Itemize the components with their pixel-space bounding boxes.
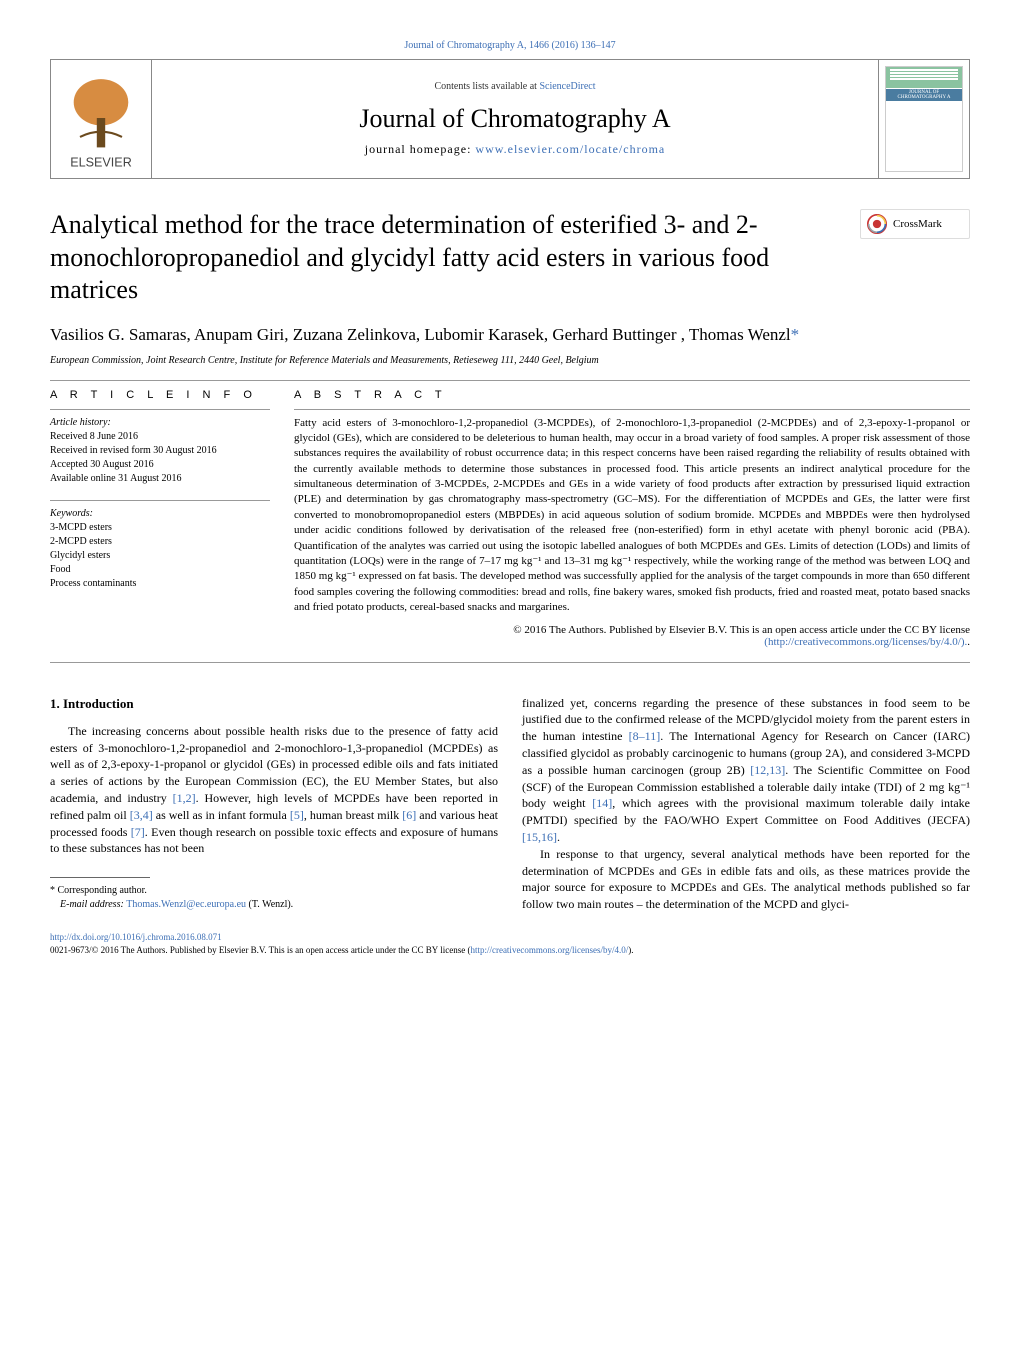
contents-prefix: Contents lists available at bbox=[434, 81, 539, 92]
keywords-block: Keywords: 3-MCPD esters 2-MCPD esters Gl… bbox=[50, 507, 270, 591]
divider bbox=[50, 380, 970, 381]
article-info-label: A R T I C L E I N F O bbox=[50, 389, 270, 401]
history-line: Received 8 June 2016 bbox=[50, 430, 270, 444]
body-two-column: 1. Introduction The increasing concerns … bbox=[50, 695, 970, 913]
header-center: Contents lists available at ScienceDirec… bbox=[151, 60, 879, 178]
journal-header: ELSEVIER Contents lists available at Sci… bbox=[50, 59, 970, 179]
homepage-link[interactable]: www.elsevier.com/locate/chroma bbox=[475, 142, 665, 156]
sciencedirect-link[interactable]: ScienceDirect bbox=[539, 81, 595, 92]
divider bbox=[50, 409, 270, 410]
body-paragraph-col2-2: In response to that urgency, several ana… bbox=[522, 846, 970, 913]
publisher-name-text: ELSEVIER bbox=[70, 155, 132, 169]
keyword: Process contaminants bbox=[50, 577, 270, 591]
homepage-prefix: journal homepage: bbox=[365, 142, 476, 156]
page-footer: http://dx.doi.org/10.1016/j.chroma.2016.… bbox=[50, 931, 970, 956]
history-line: Available online 31 August 2016 bbox=[50, 472, 270, 486]
elsevier-tree-icon: ELSEVIER bbox=[59, 76, 143, 171]
homepage-line: journal homepage: www.elsevier.com/locat… bbox=[152, 142, 878, 157]
corresponding-author-marker: * bbox=[791, 325, 800, 344]
keyword: Glycidyl esters bbox=[50, 549, 270, 563]
body-text: as well as in infant formula bbox=[153, 808, 290, 822]
header-citation[interactable]: Journal of Chromatography A, 1466 (2016)… bbox=[50, 40, 970, 51]
license-link[interactable]: (http://creativecommons.org/licenses/by/… bbox=[764, 636, 967, 648]
reference-link[interactable]: [1,2] bbox=[173, 791, 196, 805]
history-label: Article history: bbox=[50, 416, 270, 430]
issn-text: 0021-9673/© 2016 The Authors. Published … bbox=[50, 945, 470, 955]
reference-link[interactable]: [15,16] bbox=[522, 830, 557, 844]
cover-title-text: JOURNAL OF CHROMATOGRAPHY A bbox=[886, 89, 962, 101]
history-line: Accepted 30 August 2016 bbox=[50, 458, 270, 472]
reference-link[interactable]: [6] bbox=[402, 808, 416, 822]
reference-link[interactable]: [7] bbox=[131, 825, 145, 839]
body-paragraph-col2-1: finalized yet, concerns regarding the pr… bbox=[522, 695, 970, 846]
keyword: 2-MCPD esters bbox=[50, 535, 270, 549]
reference-link[interactable]: [12,13] bbox=[750, 763, 785, 777]
body-column-left: 1. Introduction The increasing concerns … bbox=[50, 695, 498, 913]
abstract-text: Fatty acid esters of 3-monochloro-1,2-pr… bbox=[294, 416, 970, 616]
email-link[interactable]: Thomas.Wenzl@ec.europa.eu bbox=[126, 899, 246, 910]
reference-link[interactable]: [14] bbox=[592, 796, 612, 810]
email-label: E-mail address: bbox=[60, 899, 126, 910]
journal-cover-thumbnail[interactable]: JOURNAL OF CHROMATOGRAPHY A bbox=[879, 60, 969, 178]
keyword: Food bbox=[50, 563, 270, 577]
publisher-logo[interactable]: ELSEVIER bbox=[51, 60, 151, 178]
corresponding-author-footnote: * Corresponding author. E-mail address: … bbox=[50, 884, 498, 912]
authors-text: Vasilios G. Samaras, Anupam Giri, Zuzana… bbox=[50, 325, 791, 344]
license-footer-link[interactable]: http://creativecommons.org/licenses/by/4… bbox=[470, 945, 628, 955]
author-list: Vasilios G. Samaras, Anupam Giri, Zuzana… bbox=[50, 325, 970, 345]
contents-list-line: Contents lists available at ScienceDirec… bbox=[152, 81, 878, 92]
copyright-line: © 2016 The Authors. Published by Elsevie… bbox=[294, 624, 970, 648]
intro-paragraph-1: The increasing concerns about possible h… bbox=[50, 723, 498, 857]
crossmark-badge[interactable]: CrossMark bbox=[860, 209, 970, 239]
reference-link[interactable]: [8–11] bbox=[629, 729, 661, 743]
email-suffix: (T. Wenzl). bbox=[246, 899, 293, 910]
body-text: . bbox=[557, 830, 560, 844]
article-info-column: A R T I C L E I N F O Article history: R… bbox=[50, 389, 270, 648]
intro-heading: 1. Introduction bbox=[50, 695, 498, 713]
footnote-separator bbox=[50, 877, 150, 878]
keyword: 3-MCPD esters bbox=[50, 521, 270, 535]
corr-label: Corresponding author. bbox=[55, 885, 147, 896]
issn-text-end: ). bbox=[628, 945, 633, 955]
abstract-column: A B S T R A C T Fatty acid esters of 3-m… bbox=[294, 389, 970, 648]
reference-link[interactable]: [5] bbox=[290, 808, 304, 822]
article-title: Analytical method for the trace determin… bbox=[50, 209, 850, 307]
license-period: . bbox=[967, 636, 970, 648]
doi-link[interactable]: http://dx.doi.org/10.1016/j.chroma.2016.… bbox=[50, 932, 222, 942]
copyright-text: © 2016 The Authors. Published by Elsevie… bbox=[513, 624, 970, 636]
crossmark-label: CrossMark bbox=[893, 218, 942, 230]
body-text: , human breast milk bbox=[304, 808, 402, 822]
cover-bars-icon bbox=[890, 69, 958, 87]
article-history: Article history: Received 8 June 2016 Re… bbox=[50, 416, 270, 486]
body-column-right: finalized yet, concerns regarding the pr… bbox=[522, 695, 970, 913]
crossmark-icon bbox=[867, 214, 887, 234]
reference-link[interactable]: [3,4] bbox=[130, 808, 153, 822]
history-line: Received in revised form 30 August 2016 bbox=[50, 444, 270, 458]
divider bbox=[50, 662, 970, 663]
divider bbox=[294, 409, 970, 410]
cover-image: JOURNAL OF CHROMATOGRAPHY A bbox=[885, 66, 963, 172]
affiliation: European Commission, Joint Research Cent… bbox=[50, 355, 970, 366]
abstract-label: A B S T R A C T bbox=[294, 389, 970, 401]
keywords-label: Keywords: bbox=[50, 507, 270, 521]
journal-name: Journal of Chromatography A bbox=[152, 104, 878, 134]
divider bbox=[50, 500, 270, 501]
